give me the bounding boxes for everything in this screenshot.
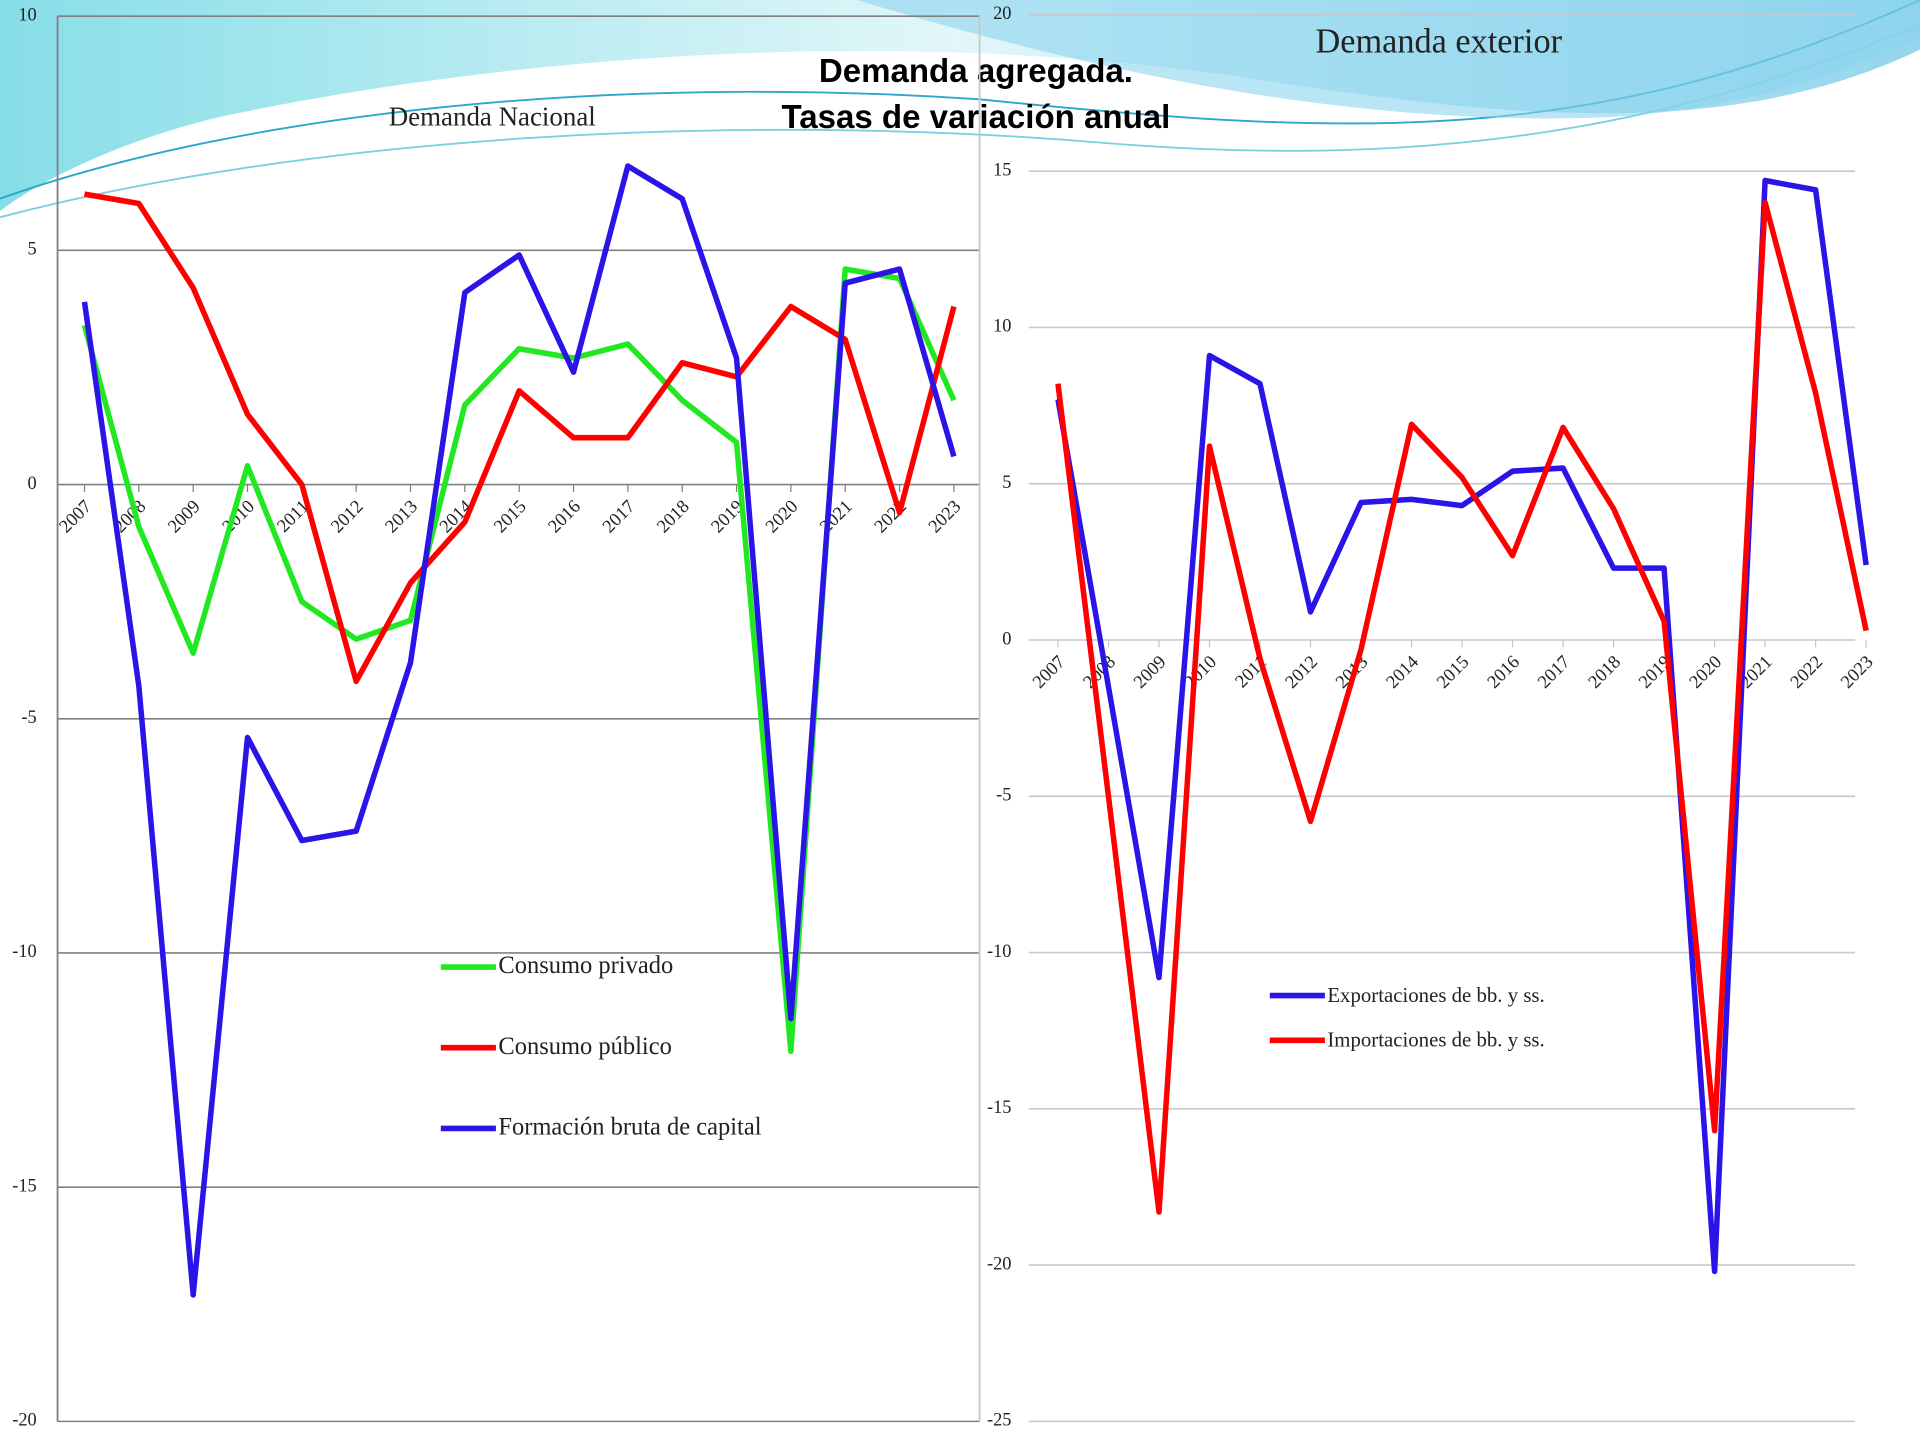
y-tick-label: -5 [996,784,1011,804]
legend-entry: Consumo privado [498,952,674,980]
y-tick-label: 10 [18,4,36,24]
x-tick-label: 2014 [1382,651,1422,692]
legend-label: Consumo público [498,1032,672,1061]
x-tick-label: 2013 [381,496,421,537]
y-tick-label: -15 [12,1175,36,1195]
x-tick-label: 2009 [164,496,204,537]
x-tick-label: 2016 [1483,651,1523,692]
x-tick-label: 2017 [1534,651,1574,692]
series-line [1055,199,1869,1215]
y-tick-label: 0 [1002,628,1011,648]
series-line [84,191,957,685]
y-tick-label: 5 [28,239,37,259]
series-line [81,266,957,1055]
legend-label: Consumo privado [498,952,674,980]
legend-entry: Formación bruta de capital [498,1113,762,1141]
legend-label: Exportaciones de bb. y ss. [1327,983,1545,1007]
y-tick-label: 15 [993,159,1011,179]
chart-title: Demanda exterior [1316,22,1563,60]
y-tick-label: -20 [12,1410,36,1430]
x-tick-label: 2008 [1079,651,1119,692]
main-title: Tasas de variación anual [781,99,1170,136]
x-tick-label: 2012 [327,496,367,537]
y-tick-label: -10 [12,941,36,961]
y-tick-label: -25 [987,1410,1011,1430]
legend-label: Importaciones de bb. y ss. [1327,1027,1545,1052]
y-tick-label: 5 [1002,472,1011,492]
main-title: Demanda agregada. [819,53,1133,90]
x-tick-label: 2017 [599,496,639,537]
x-tick-label: 2023 [1837,651,1877,692]
legend-entry: Exportaciones de bb. y ss. [1327,983,1545,1007]
x-tick-label: 2018 [653,496,693,537]
x-tick-label: 2022 [1786,651,1826,692]
x-tick-label: 2007 [55,496,95,537]
chart: Demanda exterior-25-20-15-10-50510152020… [978,3,1877,1430]
y-tick-label: 20 [993,3,1011,23]
y-tick-label: 0 [28,473,37,493]
y-tick-label: -20 [987,1253,1011,1273]
x-tick-label: 2007 [1029,651,1069,692]
y-tick-label: -10 [987,941,1011,961]
x-tick-label: 2020 [1685,651,1725,692]
legend-entry: Importaciones de bb. y ss. [1327,1027,1545,1052]
y-tick-label: -5 [21,707,36,727]
x-tick-label: 2018 [1584,651,1624,692]
x-tick-label: 2021 [816,496,856,537]
y-tick-label: -15 [987,1097,1011,1117]
x-tick-label: 2015 [1433,651,1473,692]
x-tick-label: 2015 [490,496,530,537]
series-line [1055,177,1869,1275]
x-tick-label: 2020 [762,496,802,537]
chart-title: Demanda Nacional [389,101,596,131]
y-tick-label: 10 [993,316,1011,336]
x-tick-label: 2023 [925,496,965,537]
series-line [81,163,957,1298]
x-tick-label: 2009 [1130,651,1170,692]
x-tick-label: 2016 [544,496,584,537]
legend-entry: Consumo público [498,1032,672,1061]
legend-label: Formación bruta de capital [498,1113,762,1141]
x-tick-label: 2012 [1281,651,1321,692]
